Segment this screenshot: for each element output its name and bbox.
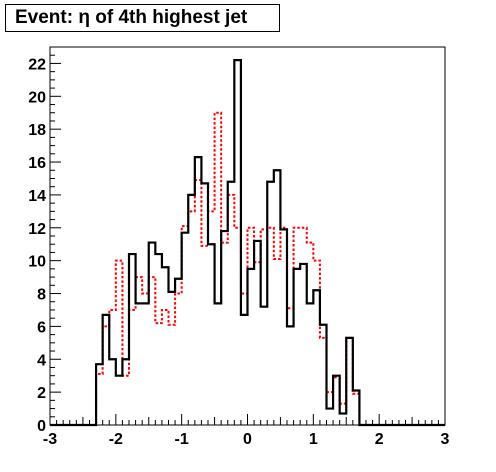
y-tick-label: 22 (28, 56, 46, 73)
y-tick-label: 8 (37, 287, 46, 304)
x-tick-label: -2 (109, 431, 123, 448)
x-tick-label: 1 (309, 431, 318, 448)
chart-title-box: Event: η of 4th highest jet (5, 4, 280, 32)
x-tick-label: -3 (43, 431, 57, 448)
y-tick-label: 14 (28, 188, 46, 205)
series-layer (50, 59, 445, 427)
y-tick-label: 12 (28, 221, 46, 238)
y-tick-label: 10 (28, 254, 46, 271)
chart-title: Event: η of 4th highest jet (15, 7, 248, 28)
y-tick-label: 18 (28, 122, 46, 139)
y-tick-label: 6 (37, 319, 46, 336)
x-tick-label: 0 (243, 431, 252, 448)
solid-black-series-line (50, 59, 445, 427)
x-tick-label: 3 (441, 431, 450, 448)
x-tick-label: 2 (375, 431, 384, 448)
y-tick-label: 4 (37, 352, 46, 369)
dashed-red-series-line (50, 111, 445, 426)
y-tick-label: 2 (37, 385, 46, 402)
y-tick-label: 0 (37, 418, 46, 435)
y-tick-label: 16 (28, 155, 46, 172)
x-tick-label: -1 (175, 431, 189, 448)
y-tick-label: 20 (28, 89, 46, 106)
